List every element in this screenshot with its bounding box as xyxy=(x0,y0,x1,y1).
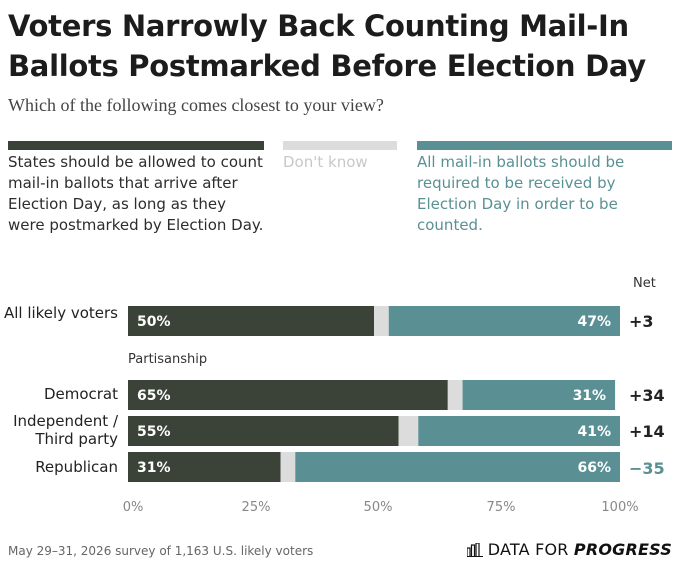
legend-label-dont-know: Don't know xyxy=(283,153,368,171)
section-label-partisanship: Partisanship xyxy=(128,352,208,367)
bar-chart-icon xyxy=(466,542,483,557)
legend-swatch-dont-know xyxy=(283,141,397,150)
bar-dont-know-independent xyxy=(398,416,419,446)
bar-dont-know-democrat xyxy=(447,380,463,410)
bar-received-all-voters xyxy=(388,306,620,336)
bar-received-republican xyxy=(295,452,620,482)
logo-text-bold: PROGRESS xyxy=(573,540,672,559)
bar-postmarked-independent xyxy=(128,416,399,446)
net-value-all-voters: +3 xyxy=(629,312,654,331)
x-tick-label: 0% xyxy=(122,500,144,515)
chart-title: Voters Narrowly Back Counting Mail-In Ba… xyxy=(8,9,646,83)
row-label-all-voters: All likely voters xyxy=(3,304,118,322)
x-tick-label: 75% xyxy=(486,500,516,515)
data-label-received-republican: 66% xyxy=(577,460,611,476)
data-label-received-all-voters: 47% xyxy=(577,314,611,330)
x-tick-label: 25% xyxy=(241,500,271,515)
data-label-postmarked-republican: 31% xyxy=(137,460,171,476)
bar-received-independent xyxy=(418,416,620,446)
row-label-independent: Independent / Third party xyxy=(13,412,118,448)
brand-logo: DATA FOR PROGRESS xyxy=(466,540,672,559)
bar-postmarked-democrat xyxy=(128,380,448,410)
data-label-postmarked-all-voters: 50% xyxy=(137,314,171,330)
data-label-postmarked-independent: 55% xyxy=(137,424,171,440)
logo-text-plain: DATA FOR xyxy=(487,540,569,559)
net-value-independent: +14 xyxy=(629,422,665,441)
bar-postmarked-all-voters xyxy=(128,306,374,336)
data-label-postmarked-democrat: 65% xyxy=(137,388,171,404)
bar-dont-know-republican xyxy=(280,452,296,482)
legend-label-postmarked: States should be allowed to count mail-i… xyxy=(8,153,264,234)
x-tick-label: 50% xyxy=(363,500,393,515)
net-column-header: Net xyxy=(633,276,656,291)
net-value-republican: −35 xyxy=(629,459,665,478)
bar-dont-know-all-voters xyxy=(374,306,389,336)
bar-received-democrat xyxy=(462,380,616,410)
source-note: May 29–31, 2026 survey of 1,163 U.S. lik… xyxy=(8,544,314,558)
x-tick-label: 100% xyxy=(601,500,639,515)
legend-swatch-received xyxy=(417,141,672,150)
net-value-democrat: +34 xyxy=(629,386,665,405)
row-label-republican: Republican xyxy=(35,458,118,476)
bar-postmarked-republican xyxy=(128,452,281,482)
data-label-received-democrat: 31% xyxy=(573,388,607,404)
chart-subtitle: Which of the following comes closest to … xyxy=(8,95,384,115)
row-label-democrat: Democrat xyxy=(43,385,118,403)
data-label-received-independent: 41% xyxy=(577,424,611,440)
legend-swatch-postmarked xyxy=(8,141,264,150)
legend-label-received: All mail-in ballots should be required t… xyxy=(417,153,625,234)
